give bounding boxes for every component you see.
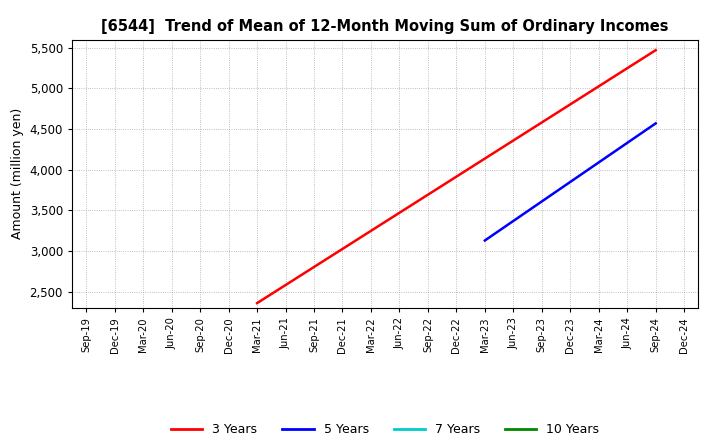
Y-axis label: Amount (million yen): Amount (million yen) xyxy=(11,108,24,239)
Legend: 3 Years, 5 Years, 7 Years, 10 Years: 3 Years, 5 Years, 7 Years, 10 Years xyxy=(166,418,604,440)
Title: [6544]  Trend of Mean of 12-Month Moving Sum of Ordinary Incomes: [6544] Trend of Mean of 12-Month Moving … xyxy=(102,19,669,34)
